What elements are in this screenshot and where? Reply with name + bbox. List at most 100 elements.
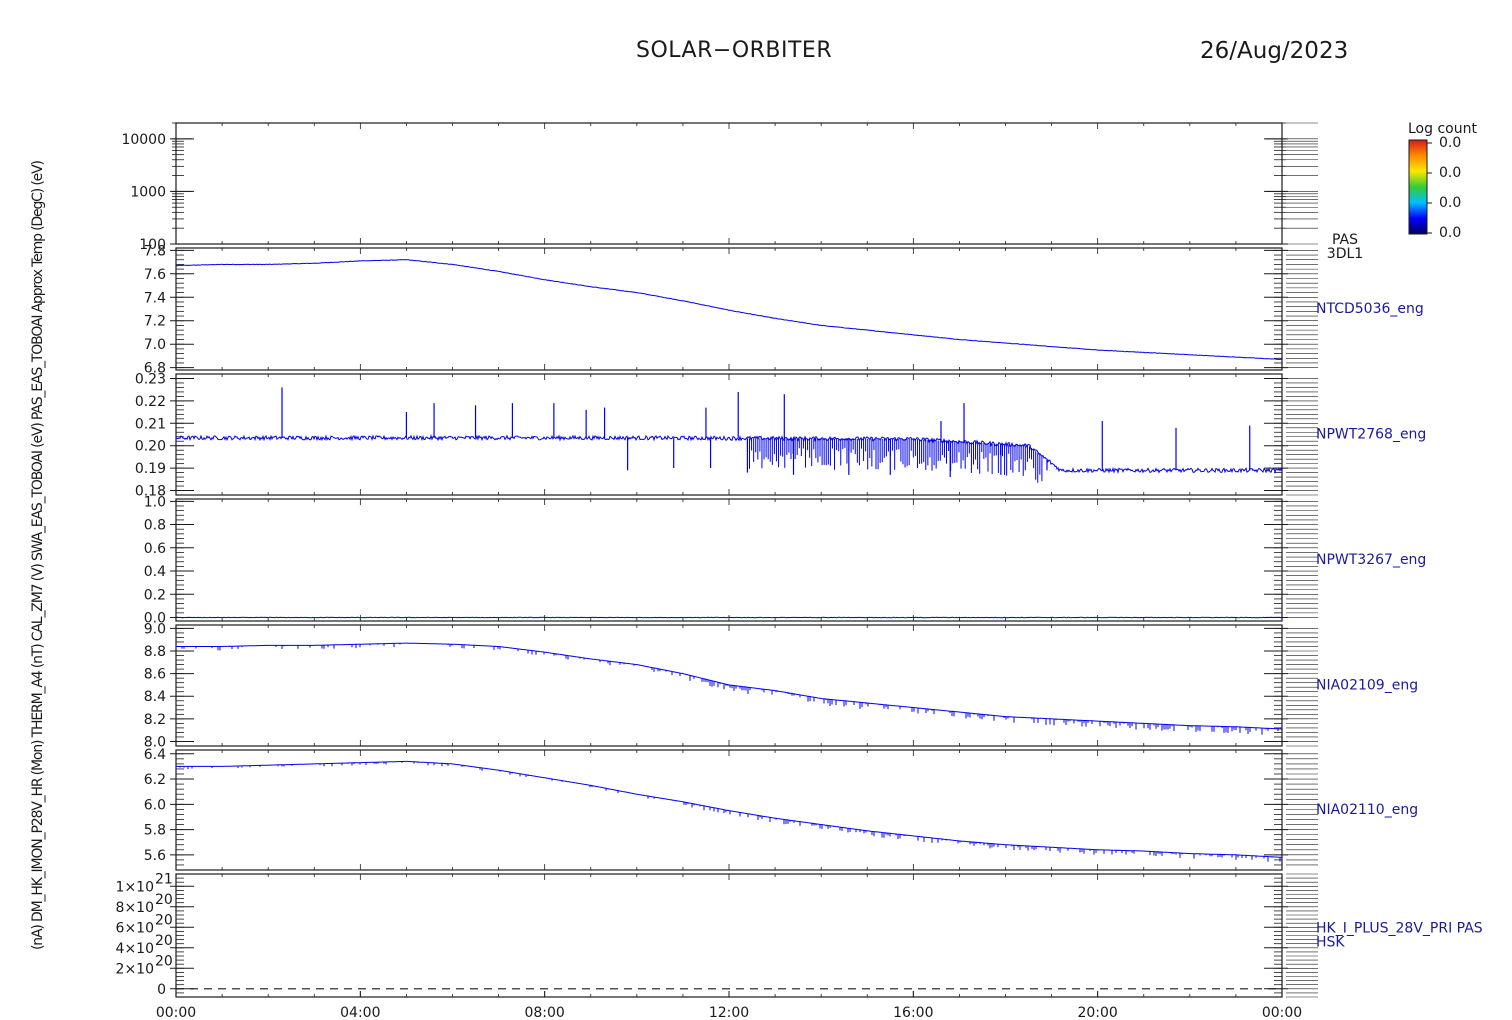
y-tick-label: 8×10	[116, 900, 154, 916]
x-axis: 00:00 04:00 08:00 12:00 16:00 20:00 00:00	[156, 991, 1302, 1020]
x-tick-label: 00:00	[156, 1005, 196, 1020]
y-minor-ticks	[176, 249, 1318, 369]
y-tick-label: 6.2	[144, 772, 166, 788]
y-tick-label: 1000	[130, 184, 166, 200]
y-tick-label: 6×10	[116, 920, 154, 936]
colorbar-title: Log count	[1408, 121, 1477, 137]
y-tick-label: 5.8	[144, 823, 166, 839]
y-tick-label: 6.0	[144, 797, 166, 813]
y-tick-label: 9.0	[144, 621, 166, 637]
data-line	[175, 434, 1283, 475]
panel-ntcd5036: 6.8 7.0 7.2 7.4 7.6 7.8 NTCD5036_eng	[144, 243, 1424, 376]
y-tick-label: 8.2	[144, 712, 166, 728]
y-minor-ticks	[176, 500, 1318, 618]
colorbar-gradient	[1408, 139, 1428, 235]
y-tick-exponent: 20	[155, 892, 173, 908]
y-tick-label: 100	[139, 237, 166, 253]
y-tick-label: 0.2	[144, 587, 166, 603]
panel-hk: 02×10 204×10 206×10 208×10 201×10 21HK_I_PLUS…	[116, 871, 1483, 998]
data-line	[176, 760, 1283, 858]
y-tick-label: 1.0	[144, 494, 166, 510]
y-tick-label: 4×10	[116, 941, 154, 957]
y-minor-ticks	[176, 378, 1318, 496]
panel-frame	[175, 122, 1283, 245]
y-tick-label: 7.4	[144, 290, 166, 306]
y-tick-label: 0.4	[144, 564, 166, 580]
panel-right-label: HK_I_PLUS_28V_PRI PAS	[1316, 921, 1483, 937]
y-tick-label: 7.6	[144, 267, 166, 283]
x-tick-label: 16:00	[893, 1005, 933, 1020]
x-tick-label: 08:00	[524, 1005, 564, 1020]
series-ntcd5036	[175, 259, 1283, 360]
y-tick-label: 7.0	[144, 337, 166, 353]
panel-right-label: NPWT3267_eng	[1316, 552, 1426, 568]
page-title: SOLAR−ORBITER	[636, 38, 833, 63]
y-tick-label: 6.4	[144, 747, 166, 763]
y-tick-label: 2×10	[116, 961, 154, 977]
y-tick-label: 0.23	[135, 371, 166, 387]
y-tick-label: 8.6	[144, 667, 166, 683]
y-tick-label: 0	[157, 982, 166, 998]
y-tick-label: 1×10	[116, 879, 154, 895]
panel-right-label: PAS	[1332, 232, 1358, 248]
y-axis-labels: (nA) DM_HK_IMON_P28V_HR (Mon) THERM_A4 (…	[30, 160, 46, 950]
series-npwt2768	[175, 387, 1283, 483]
panel-right-label: NIA02109_eng	[1316, 678, 1418, 694]
panel-right-label: 3DL1	[1327, 246, 1363, 262]
series-nia02109	[176, 642, 1282, 735]
y-minor-ticks	[172, 122, 1318, 245]
panel-right-label: HSK	[1316, 935, 1345, 951]
x-tick-label: 04:00	[340, 1005, 380, 1020]
y-tick-label: 8.0	[144, 734, 166, 750]
y-tick-label: 0.20	[135, 439, 166, 455]
panel-right-label: NPWT2768_eng	[1316, 427, 1426, 443]
y-minor-ticks	[176, 627, 1318, 747]
y-tick-label: 8.8	[144, 644, 166, 660]
y-tick-label: 10000	[121, 132, 166, 148]
colorbar-tick-label: 0.0	[1439, 225, 1461, 241]
x-tick-label: 00:00	[1262, 1005, 1302, 1020]
panel-npwt2768: 0.18 0.19 0.20 0.21 0.22 0.23 NPWT2768_eng	[135, 371, 1426, 499]
y-tick-exponent: 20	[155, 912, 173, 928]
panel-frame	[175, 873, 1283, 998]
panel-nia02110: 5.6 5.8 6.0 6.2 6.4 NIA02110_eng	[144, 747, 1418, 871]
panel-nia02109: 8.0 8.2 8.4 8.6 8.8 9.0 NIA02109_eng	[144, 621, 1418, 750]
panel-frame	[175, 498, 1283, 622]
panel-frame	[175, 624, 1283, 747]
y-tick-label: 0.0	[144, 611, 166, 627]
panel-npwt3267: 0.0 0.2 0.4 0.6 0.8 1.0 NPWT3267_eng	[144, 494, 1427, 626]
colorbar-tick-label: 0.0	[1439, 165, 1461, 181]
data-line	[176, 642, 1282, 730]
y-tick-label: 0.18	[135, 484, 166, 500]
page-date: 26/Aug/2023	[1200, 38, 1349, 64]
y-tick-label: 0.6	[144, 541, 166, 557]
y-tick-label: 0.22	[135, 394, 166, 410]
y-tick-label: 7.8	[144, 243, 166, 259]
y-minor-ticks	[176, 753, 1318, 866]
y-tick-exponent: 20	[155, 933, 173, 949]
panel-frame	[175, 373, 1283, 496]
y-minor-ticks	[176, 873, 1318, 998]
y-tick-label: 7.2	[144, 314, 166, 330]
panel-frame	[175, 247, 1283, 371]
data-line	[175, 259, 1283, 360]
y-tick-label: 8.4	[144, 689, 166, 705]
y-tick-exponent: 21	[155, 871, 173, 887]
y-tick-label: 6.8	[144, 361, 166, 377]
y-tick-label: 5.6	[144, 848, 166, 864]
x-tick-label: 12:00	[709, 1005, 749, 1020]
y-tick-label: 0.21	[135, 416, 166, 432]
x-tick-label: 20:00	[1077, 1005, 1117, 1020]
y-tick-label: 0.8	[144, 518, 166, 534]
y-tick-label: 0.19	[135, 461, 166, 477]
y-axis-labels-overlap: (nA) DM_HK_IMON_P28V_HR (Mon) THERM_A4 (…	[30, 160, 46, 950]
series-nia02110	[176, 760, 1283, 862]
colorbar-tick-label: 0.0	[1439, 135, 1461, 151]
panel-right-label: NTCD5036_eng	[1316, 301, 1424, 317]
panel-right-label: NIA02110_eng	[1316, 802, 1418, 818]
y-tick-exponent: 20	[155, 953, 173, 969]
